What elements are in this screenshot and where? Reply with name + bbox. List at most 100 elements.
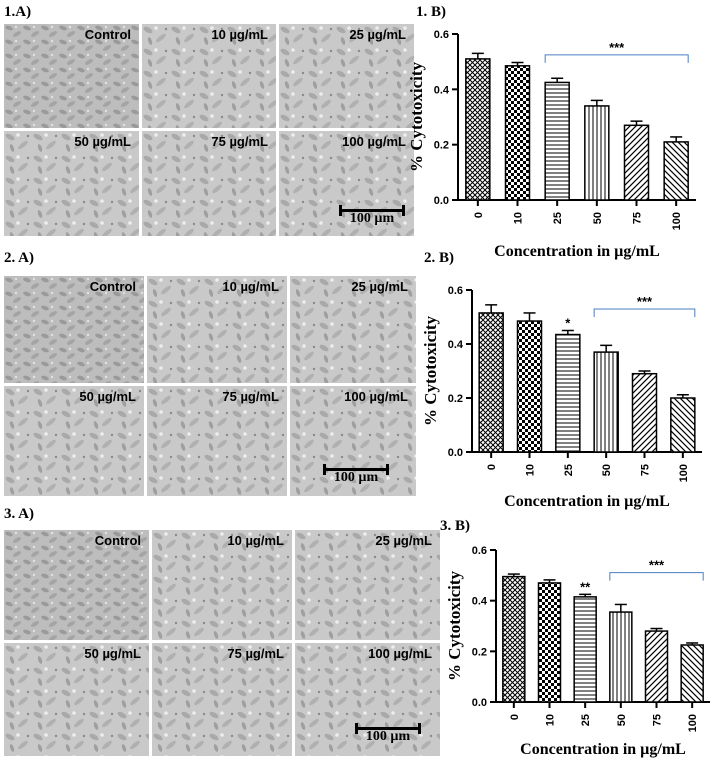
micrograph-100: 100 µg/mL 100 µm bbox=[290, 386, 416, 496]
y-tick-label: 0.2 bbox=[448, 393, 463, 405]
micrograph-50: 50 µg/mL bbox=[4, 386, 144, 496]
micrograph-50: 50 µg/mL bbox=[4, 643, 149, 756]
bar-75 bbox=[623, 124, 650, 201]
bar-100 bbox=[670, 397, 696, 453]
panel-label-3b: 3. B) bbox=[440, 518, 470, 534]
y-tick-label: 0.4 bbox=[434, 84, 450, 96]
micrograph-label: 50 µg/mL bbox=[79, 389, 136, 404]
micrograph-grid-2: Control 10 µg/mL 25 µg/mL 50 µg/mL 75 µg… bbox=[4, 276, 416, 496]
panel-label-3a: 3. A) bbox=[4, 506, 34, 522]
x-tick-label: 0 bbox=[473, 212, 485, 218]
significance-bracket-label: *** bbox=[649, 558, 665, 573]
cell-texture bbox=[4, 131, 139, 236]
x-tick-label: 100 bbox=[678, 464, 690, 482]
x-tick-label: 100 bbox=[687, 714, 699, 732]
x-tick-label: 75 bbox=[632, 212, 644, 224]
bar-0 bbox=[478, 312, 504, 453]
cell-texture bbox=[4, 24, 139, 128]
micrograph-label: 75 µg/mL bbox=[227, 646, 284, 661]
x-tick-label: 10 bbox=[513, 212, 525, 224]
micrograph-label: Control bbox=[94, 533, 141, 548]
cell-texture bbox=[147, 276, 287, 383]
cell-texture bbox=[142, 131, 276, 236]
cell-texture bbox=[142, 24, 276, 128]
x-axis-label: Concentration in µg/mL bbox=[494, 243, 660, 260]
cell-texture bbox=[290, 276, 416, 383]
bar-25 bbox=[544, 81, 570, 201]
micrograph-label: 10 µg/mL bbox=[211, 27, 268, 42]
cell-texture bbox=[290, 386, 416, 496]
micrograph-label: 10 µg/mL bbox=[222, 279, 279, 294]
micrograph-75: 75 µg/mL bbox=[142, 131, 276, 236]
scale-bar-label: 100 µm bbox=[333, 470, 379, 485]
bar-10 bbox=[537, 582, 562, 703]
bar-chart-3: 0.0 0.2 0.4 0.6 0 10 25 50 75 100 ** ***% Cytotoxic… bbox=[440, 530, 722, 758]
chart-svg: 0.0 0.2 0.4 0.6 0 10 25 50 75 100 *** % Cytotoxicit… bbox=[407, 29, 696, 260]
significance-bracket-label: *** bbox=[637, 294, 653, 309]
bar-0 bbox=[465, 58, 491, 201]
cell-texture bbox=[152, 530, 292, 640]
micrograph-control: Control bbox=[4, 530, 149, 640]
x-tick-label: 75 bbox=[640, 464, 652, 476]
micrograph-label: 50 µg/mL bbox=[84, 646, 141, 661]
cell-texture bbox=[279, 24, 414, 128]
significance-bracket bbox=[544, 54, 689, 63]
bar-75 bbox=[631, 372, 658, 453]
micrograph-75: 75 µg/mL bbox=[147, 386, 287, 496]
scale-bar: 100 µm bbox=[355, 723, 421, 749]
x-tick-label: 50 bbox=[616, 714, 628, 726]
scale-bar-label: 100 µm bbox=[349, 211, 395, 226]
x-axis-label: Concentration in µg/mL bbox=[520, 741, 686, 758]
x-tick-label: 0 bbox=[509, 714, 521, 720]
y-tick-label: 0.6 bbox=[472, 545, 487, 557]
x-tick-label: 0 bbox=[486, 464, 498, 470]
micrograph-10: 10 µg/mL bbox=[142, 24, 276, 128]
y-tick-label: 0.0 bbox=[472, 697, 487, 709]
micrograph-100: 100 µg/mL 100 µm bbox=[279, 131, 414, 236]
y-tick-label: 0.6 bbox=[434, 29, 449, 41]
micrograph-label: 100 µg/mL bbox=[344, 389, 408, 404]
micrograph-control: Control bbox=[4, 24, 139, 128]
bar-0 bbox=[502, 575, 526, 703]
y-axis-label: % Cytotoxicity bbox=[421, 316, 440, 427]
micrograph-label: 75 µg/mL bbox=[222, 389, 279, 404]
y-tick-label: 0.4 bbox=[472, 596, 488, 608]
cell-texture bbox=[295, 643, 440, 756]
bar-50 bbox=[593, 351, 619, 453]
bar-50 bbox=[609, 611, 633, 703]
bar-100 bbox=[680, 644, 704, 703]
chart-svg: 0.00.20.40.60 10 25 50 75 100*****% Cytotoxic… bbox=[445, 545, 710, 758]
cell-texture bbox=[279, 131, 414, 236]
micrograph-10: 10 µg/mL bbox=[152, 530, 292, 640]
micrograph-25: 25 µg/mL bbox=[290, 276, 416, 383]
micrograph-label: Control bbox=[89, 279, 136, 294]
x-tick-label: 25 bbox=[552, 212, 564, 224]
scale-bar: 100 µm bbox=[339, 205, 405, 231]
bar-50 bbox=[584, 105, 610, 201]
bar-chart-2: 0.0 0.2 0.4 0.6 0 10 25 50 75 100 * ***% Cytotoxici… bbox=[408, 270, 722, 510]
micrograph-label: 100 µg/mL bbox=[368, 646, 432, 661]
micrograph-grid-1: Control 10 µg/mL 25 µg/mL 50 µg/mL 75 µg… bbox=[4, 24, 414, 236]
significance-bracket bbox=[609, 572, 704, 581]
x-tick-label: 75 bbox=[652, 714, 664, 726]
cell-texture bbox=[4, 276, 144, 383]
bar-75 bbox=[644, 630, 669, 703]
cell-texture bbox=[152, 643, 292, 756]
chart-svg: 0.00.20.40.60 10 25 50 75 100****% Cytotoxici… bbox=[421, 285, 702, 510]
micrograph-50: 50 µg/mL bbox=[4, 131, 139, 236]
micrograph-label: 25 µg/mL bbox=[351, 279, 408, 294]
y-axis-label: % Cytotoxicity bbox=[407, 62, 426, 173]
micrograph-label: 50 µg/mL bbox=[74, 134, 131, 149]
x-tick-label: 100 bbox=[671, 212, 683, 230]
y-tick-label: 0.0 bbox=[434, 195, 449, 207]
micrograph-label: 25 µg/mL bbox=[375, 533, 432, 548]
micrograph-label: Control bbox=[84, 27, 131, 42]
micrograph-label: 100 µg/mL bbox=[342, 134, 406, 149]
y-tick-label: 0.2 bbox=[472, 646, 487, 658]
scale-bar: 100 µm bbox=[323, 464, 389, 490]
x-tick-label: 10 bbox=[525, 464, 537, 476]
y-tick-label: 0.2 bbox=[434, 140, 449, 152]
panel-label-1b: 1. B) bbox=[416, 4, 446, 20]
cell-texture bbox=[4, 530, 149, 640]
significance-bracket bbox=[593, 308, 696, 317]
